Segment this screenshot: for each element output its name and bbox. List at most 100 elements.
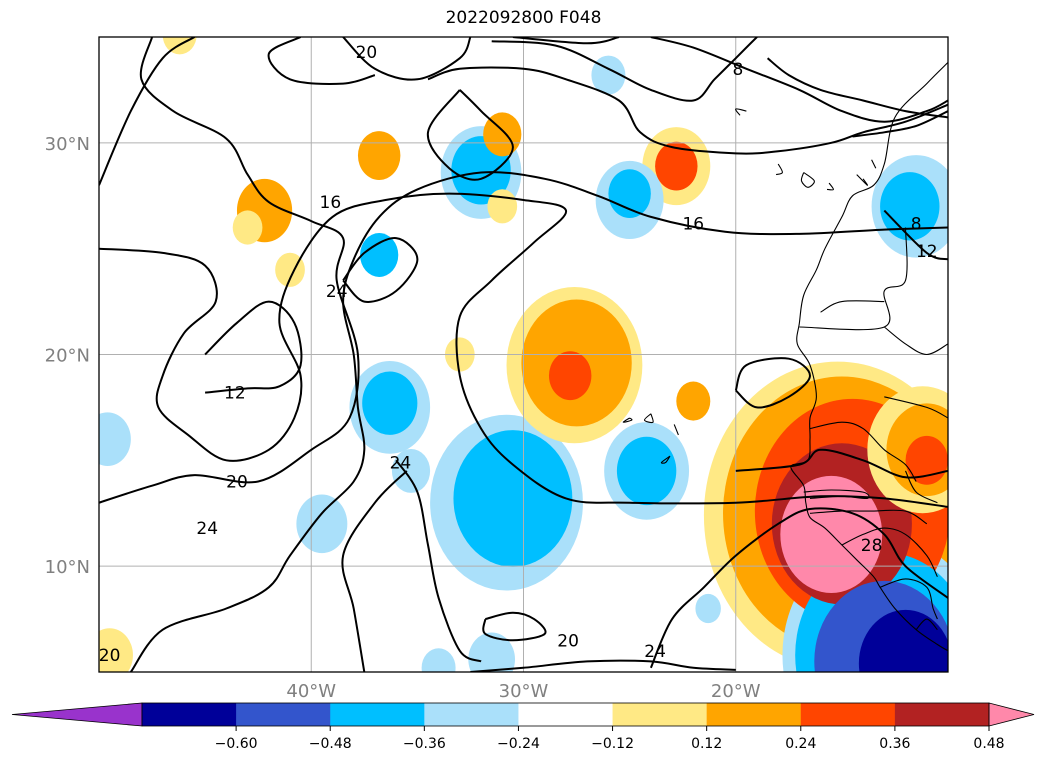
colorbar-segment	[800, 703, 896, 726]
contour-label: 28	[861, 536, 883, 556]
map-frame	[98, 36, 949, 673]
colorbar-segment	[518, 703, 614, 726]
axis-tick-labels: 30°N 20°N 10°N 40°W 30°W 20°W	[45, 134, 761, 702]
colorbar-tick-label: 0.12	[691, 736, 722, 752]
colorbar-segment	[330, 703, 425, 726]
colorbar-frame	[141, 702, 990, 727]
contour-label: 20	[99, 646, 121, 666]
coastline	[871, 159, 877, 169]
contour-line	[883, 209, 948, 261]
colorbar-tick-label: −0.48	[309, 736, 352, 752]
coastline	[884, 396, 948, 419]
coastline	[803, 489, 870, 500]
contour-line	[470, 659, 736, 672]
coastline	[826, 182, 834, 191]
shaded-cell	[296, 494, 348, 554]
coastline	[820, 300, 885, 313]
contour-label: 12	[224, 384, 246, 404]
coastline	[883, 326, 948, 356]
contour-line	[766, 57, 948, 119]
shaded-cell	[99, 412, 131, 467]
shaded-cell	[421, 648, 456, 672]
contour-line	[99, 192, 948, 508]
shaded-cell	[608, 169, 651, 219]
coastline	[905, 470, 938, 504]
contour-labels: 20 24 12 16 24 20 24 20 24 16 8 8 12 28 20	[99, 43, 938, 666]
shaded-cell	[275, 252, 305, 287]
contour-line	[129, 171, 948, 672]
coastline	[790, 62, 948, 652]
shaded-cell	[695, 593, 721, 624]
gridlines	[99, 37, 948, 672]
shaded-cell	[99, 628, 133, 672]
page-title: 2022092800 F048	[445, 8, 602, 28]
contour-label: 16	[320, 193, 342, 213]
contour-label: 24	[196, 519, 218, 539]
lon-tick-label: 40°W	[286, 681, 336, 702]
contour-label: 8	[911, 214, 922, 234]
shaded-cell	[655, 141, 698, 191]
shaded-cell	[453, 430, 573, 567]
colorbar-tick-label: 0.48	[973, 736, 1004, 752]
contour-label: 24	[390, 453, 412, 473]
coastline	[841, 527, 938, 578]
coastline	[809, 509, 928, 525]
contour-line	[427, 66, 948, 155]
contour-line	[649, 507, 948, 669]
shaded-cell	[360, 233, 399, 277]
contour-label: 20	[356, 43, 378, 63]
coastline	[735, 108, 747, 116]
contour-line	[342, 37, 472, 81]
coastline	[879, 578, 938, 620]
contour-lines	[99, 37, 948, 672]
contour-line	[204, 300, 303, 394]
lat-tick-label: 20°N	[45, 346, 90, 367]
colorbar: −0.60 −0.48 −0.36 −0.24 −0.12 0.12 0.24 0.36 0.4…	[11, 702, 1035, 752]
shaded-cell	[880, 172, 940, 241]
colorbar-segment	[612, 703, 708, 726]
coastline	[673, 424, 679, 436]
contour-line	[852, 110, 948, 138]
contour-line	[482, 611, 547, 642]
contour-line	[99, 37, 196, 186]
coastline	[800, 172, 815, 188]
contour-label: 8	[732, 60, 743, 80]
contour-line	[650, 37, 948, 123]
colorbar-segment	[706, 703, 802, 726]
contour-label: 24	[644, 642, 666, 662]
contour-label: 16	[682, 214, 704, 234]
contour-line	[395, 459, 482, 663]
shaded-cell	[362, 371, 418, 435]
contour-label: 24	[326, 282, 348, 302]
colorbar-extend-high	[988, 702, 1035, 727]
shaded-cell	[391, 448, 431, 493]
contour-line	[491, 37, 758, 102]
shaded-cell	[616, 436, 677, 506]
colorbar-extend-low	[11, 702, 143, 727]
contour-line	[734, 357, 812, 409]
contour-line	[341, 470, 408, 672]
coastline	[622, 417, 633, 423]
colorbar-segment	[894, 703, 990, 726]
lat-tick-label: 10°N	[45, 557, 90, 578]
shaded-cell	[468, 632, 516, 672]
lat-tick-label: 30°N	[45, 134, 90, 155]
colorbar-tick-label: −0.24	[497, 736, 540, 752]
coastline	[809, 421, 917, 482]
contour-label: 20	[557, 631, 579, 651]
contour-label: 12	[916, 242, 938, 262]
shaded-cell	[357, 131, 401, 180]
coastline	[915, 618, 938, 631]
shaded-cell	[162, 37, 197, 55]
shaded-cell	[548, 351, 592, 401]
colorbar-segment	[142, 703, 237, 726]
shaded-field	[99, 37, 948, 672]
colorbar-tick-label: −0.12	[591, 736, 634, 752]
coastline	[643, 413, 654, 424]
colorbar-segment	[236, 703, 331, 726]
contour-line	[426, 89, 514, 181]
shaded-cell	[858, 609, 948, 672]
coastline	[799, 227, 908, 331]
colorbar-segment	[424, 703, 519, 726]
coastline	[856, 174, 869, 186]
